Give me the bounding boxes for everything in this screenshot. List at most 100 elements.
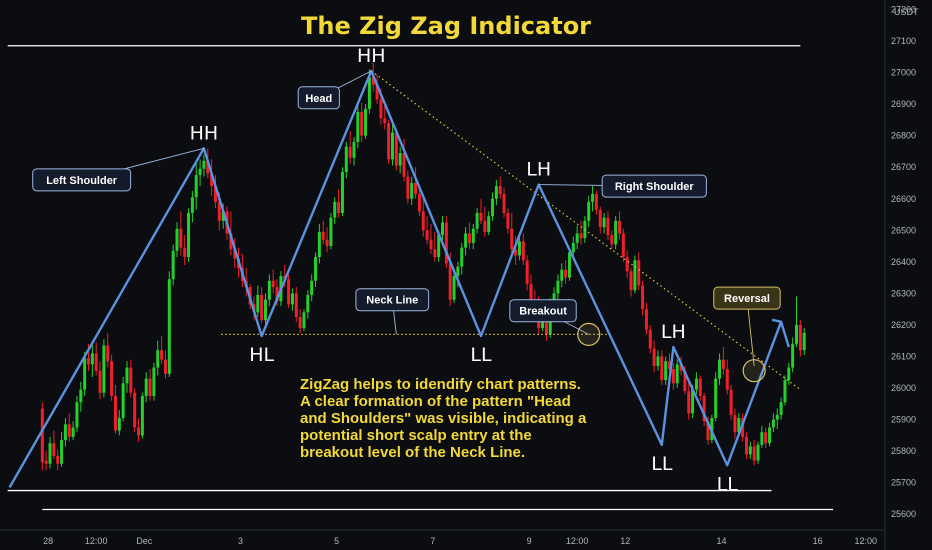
candle-body — [737, 418, 741, 433]
candle-body — [529, 283, 533, 300]
candle-body — [167, 279, 171, 374]
candle-body — [256, 294, 260, 313]
candle-body — [748, 446, 752, 455]
candle-body — [594, 194, 598, 210]
candle-body — [429, 239, 433, 250]
candle-body — [106, 345, 110, 362]
candle-body — [560, 269, 564, 281]
candle-body — [329, 217, 333, 247]
candle-body — [79, 389, 83, 403]
candle-body — [375, 85, 379, 100]
candle-body — [160, 350, 164, 360]
candle-body — [410, 182, 414, 199]
candle-body — [337, 201, 341, 213]
candle-body — [625, 257, 629, 272]
candle-body — [187, 212, 191, 258]
candle-body — [633, 260, 637, 291]
candle-body — [471, 228, 475, 243]
candle-body — [564, 269, 568, 278]
candle-body — [602, 217, 606, 228]
candle-body — [798, 324, 802, 351]
annotation-label: Reversal — [724, 293, 770, 305]
candle-body — [387, 123, 391, 160]
candle-body — [94, 353, 98, 371]
note-line: ZigZag helps to idendify chart patterns. — [300, 376, 581, 393]
candle-body — [691, 389, 695, 414]
candle-body — [206, 160, 210, 174]
highlight-circle — [742, 359, 766, 383]
candle-body — [137, 427, 141, 436]
annotation-label: Left Shoulder — [46, 175, 118, 187]
candle-body — [379, 99, 383, 119]
pivot-label: LL — [717, 473, 739, 495]
candle-body — [314, 257, 318, 281]
candle-body — [171, 250, 175, 280]
y-tick-label: 27100 — [891, 36, 916, 46]
candle-body — [417, 194, 421, 212]
candle-body — [575, 233, 579, 243]
candle-body — [502, 194, 506, 213]
y-tick-label: 25800 — [891, 446, 916, 456]
candle-body — [414, 182, 418, 195]
candle-body — [294, 293, 298, 318]
candle-body — [356, 111, 360, 142]
candle-body — [483, 220, 487, 232]
note-line: A clear formation of the pattern "Head — [300, 393, 571, 410]
candle-body — [194, 175, 198, 198]
candle-body — [744, 436, 748, 455]
candle-body — [75, 402, 79, 428]
candle-body — [510, 228, 514, 250]
candle-body — [129, 367, 133, 393]
candle-body — [467, 233, 471, 243]
chart-title: The Zig Zag Indicator — [301, 12, 591, 40]
candle-body — [475, 212, 479, 229]
candle-body — [587, 201, 591, 221]
candle-body — [756, 444, 760, 461]
y-tick-label: 26100 — [891, 351, 916, 361]
y-tick-label: 27000 — [891, 68, 916, 78]
candle-body — [783, 380, 787, 403]
candle-body — [406, 176, 410, 199]
candle-body — [617, 220, 622, 234]
candle-body — [83, 358, 87, 390]
y-tick-label: 27200 — [891, 4, 916, 14]
candle-body — [275, 287, 279, 302]
candle-body — [494, 186, 498, 199]
candle-body — [56, 455, 60, 464]
candle-body — [760, 432, 764, 445]
candle-body — [567, 252, 571, 278]
candle-body — [779, 402, 783, 415]
candle-body — [202, 160, 206, 169]
candle-body — [310, 280, 314, 295]
candle-body — [183, 247, 187, 258]
y-tick-label: 26900 — [891, 99, 916, 109]
annotation-label: Right Shoulder — [615, 181, 695, 193]
candle-body — [668, 361, 672, 370]
candle-body — [175, 228, 179, 251]
candle-body — [456, 266, 460, 277]
candle-body — [556, 280, 560, 294]
y-tick-label: 26300 — [891, 288, 916, 298]
annotation-box — [509, 299, 577, 323]
candle-body — [517, 241, 521, 256]
candle-body — [521, 241, 525, 261]
candle-body — [302, 312, 306, 329]
y-tick-label: 26000 — [891, 383, 916, 393]
pivot-label: LL — [651, 453, 673, 475]
candle-body — [425, 230, 429, 240]
candle-body — [210, 173, 214, 187]
candle-body — [125, 367, 129, 384]
candle-body — [648, 329, 652, 349]
note-line: breakout level of the Neck Line. — [300, 444, 525, 461]
candle-body — [660, 356, 664, 381]
candle-body — [679, 364, 683, 371]
candle-body — [394, 132, 398, 166]
candle-body — [729, 389, 733, 415]
candle-body — [287, 279, 291, 305]
candle-body — [121, 383, 125, 419]
candle-body — [794, 324, 799, 344]
candle-body — [371, 77, 375, 86]
candle-body — [60, 440, 64, 464]
candle-body — [110, 361, 114, 396]
y-tick-label: 25700 — [891, 478, 916, 488]
